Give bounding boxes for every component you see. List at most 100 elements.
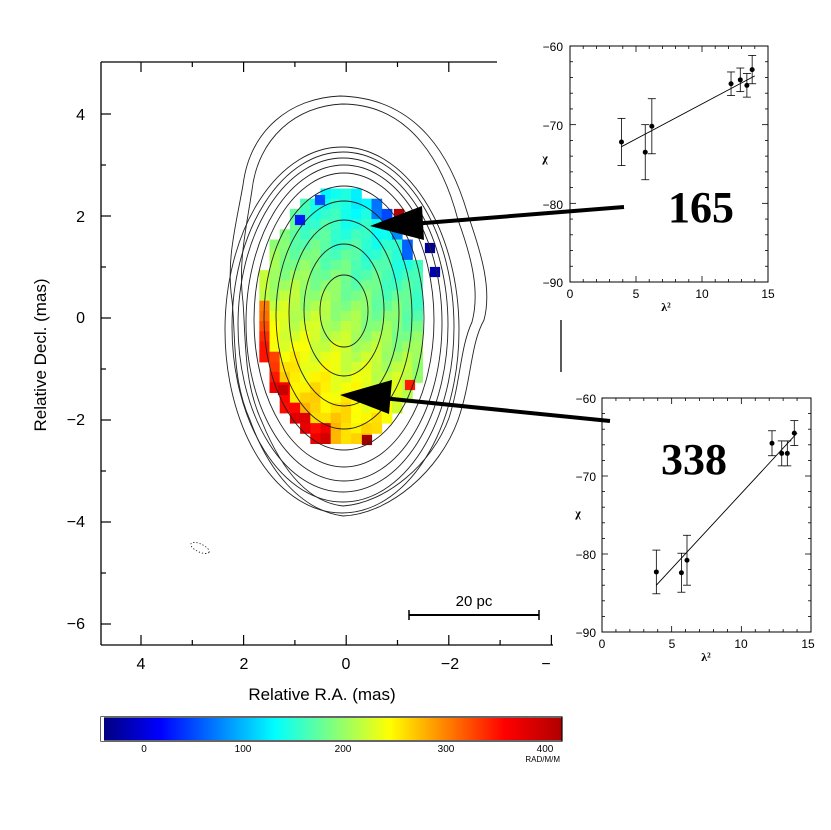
rm-pixel (320, 321, 332, 332)
rm-pixel (340, 412, 352, 424)
rm-pixel (371, 239, 383, 251)
rm-pixel (279, 372, 291, 383)
inset-data-marks (652, 420, 799, 595)
rm-pixel (371, 321, 383, 332)
rm-pixel (300, 290, 311, 302)
rm-pixel (381, 331, 393, 342)
rm-pixel (320, 433, 332, 444)
rm-pixel (279, 392, 291, 404)
rm-pixel (310, 372, 321, 383)
rm-pixel (351, 341, 362, 353)
rm-pixel (320, 402, 332, 414)
rm-pixel (381, 229, 393, 240)
rm-pixel (340, 423, 352, 434)
rm-pixel (330, 270, 342, 281)
rm-pixel (289, 300, 301, 312)
rm-pixel (310, 361, 321, 373)
rm-pixel (320, 290, 332, 302)
rm-pixel (361, 290, 372, 302)
x-tick-label: 0 (342, 656, 351, 673)
rm-pixel (300, 229, 311, 240)
rm-pixel (289, 239, 301, 251)
data-point (653, 569, 659, 575)
data-point (769, 440, 775, 446)
rm-pixel (330, 351, 342, 363)
rm-pixel (279, 310, 291, 322)
contour-line (263, 185, 425, 451)
contour-line (275, 200, 413, 430)
rm-pixel (320, 239, 332, 251)
rm-pixel (330, 219, 342, 230)
rm-pixel (320, 300, 332, 312)
rm-pixel (361, 270, 372, 281)
rm-pixel (310, 402, 321, 414)
dotted-contour (190, 542, 210, 554)
y-tick-label: −2 (67, 412, 85, 429)
rm-pixel (300, 310, 311, 322)
inset-y-tick: −90 (576, 626, 597, 640)
rm-pixel (279, 321, 291, 332)
rm-pixel (289, 372, 301, 383)
rm-pixel (351, 208, 362, 220)
rm-pixel (300, 270, 311, 281)
rm-pixel (330, 372, 342, 383)
rm-pixel (393, 208, 405, 220)
y-tick-label: −4 (67, 514, 85, 531)
rm-pixel (351, 412, 362, 424)
rm-pixel (340, 372, 352, 383)
rm-pixel (361, 259, 372, 271)
rm-pixel (300, 259, 311, 271)
inset-y-tick: −60 (543, 40, 564, 54)
rm-pixel (351, 423, 362, 434)
rm-pixel (391, 382, 403, 393)
x-tick-label: − (541, 656, 550, 673)
rm-pixel (259, 310, 270, 322)
rm-pixel (361, 229, 372, 240)
rm-pixel (381, 208, 393, 220)
rm-pixel (330, 229, 342, 240)
rm-pixel (330, 433, 342, 444)
rm-pixel (340, 300, 352, 312)
rm-pixel (351, 361, 362, 373)
rm-pixel (340, 433, 352, 444)
rm-pixel (412, 351, 423, 363)
rm-pixel (310, 229, 321, 240)
colorbar-tick: 0 (141, 744, 147, 755)
data-point (642, 149, 648, 155)
rm-pixel (289, 208, 301, 220)
rm-pixel (289, 290, 301, 302)
rm-pixel (310, 392, 321, 404)
inset-y-tick: −80 (543, 198, 564, 212)
rm-pixel (300, 392, 311, 404)
rm-pixel (381, 351, 393, 363)
inset-plot-upper: −60 −70 −80 −90 0 5 10 15 λ² χ 165 (541, 40, 775, 314)
rm-pixel (371, 270, 383, 281)
rm-pixel (391, 270, 403, 281)
rm-pixel (351, 331, 362, 342)
inset-y-tick: −60 (576, 392, 597, 406)
rm-pixel (361, 423, 372, 434)
rm-pixel (269, 361, 281, 373)
inset-data-marks (617, 55, 757, 181)
rm-pixel (320, 392, 332, 404)
data-point (678, 570, 684, 576)
rm-pixel (361, 198, 372, 210)
rm-pixel (289, 310, 301, 322)
rm-pixel (330, 188, 342, 200)
rm-pixel (300, 372, 311, 383)
inset-ticks (569, 45, 769, 283)
rm-pixel (381, 239, 393, 251)
rm-pixel (351, 310, 362, 322)
rm-pixel (310, 433, 321, 444)
rm-pixel (300, 300, 311, 312)
rm-pixel (371, 310, 383, 322)
rm-pixel (310, 382, 321, 393)
rm-pixel (412, 331, 423, 342)
rm-pixel (259, 351, 270, 363)
data-point (779, 450, 785, 456)
colorbar-tick: 200 (335, 744, 352, 755)
map-y-axis-label: Relative Decl. (mas) (31, 278, 50, 431)
rm-pixel (259, 280, 270, 291)
rm-pixel (310, 249, 321, 261)
inset-frame (569, 45, 769, 283)
